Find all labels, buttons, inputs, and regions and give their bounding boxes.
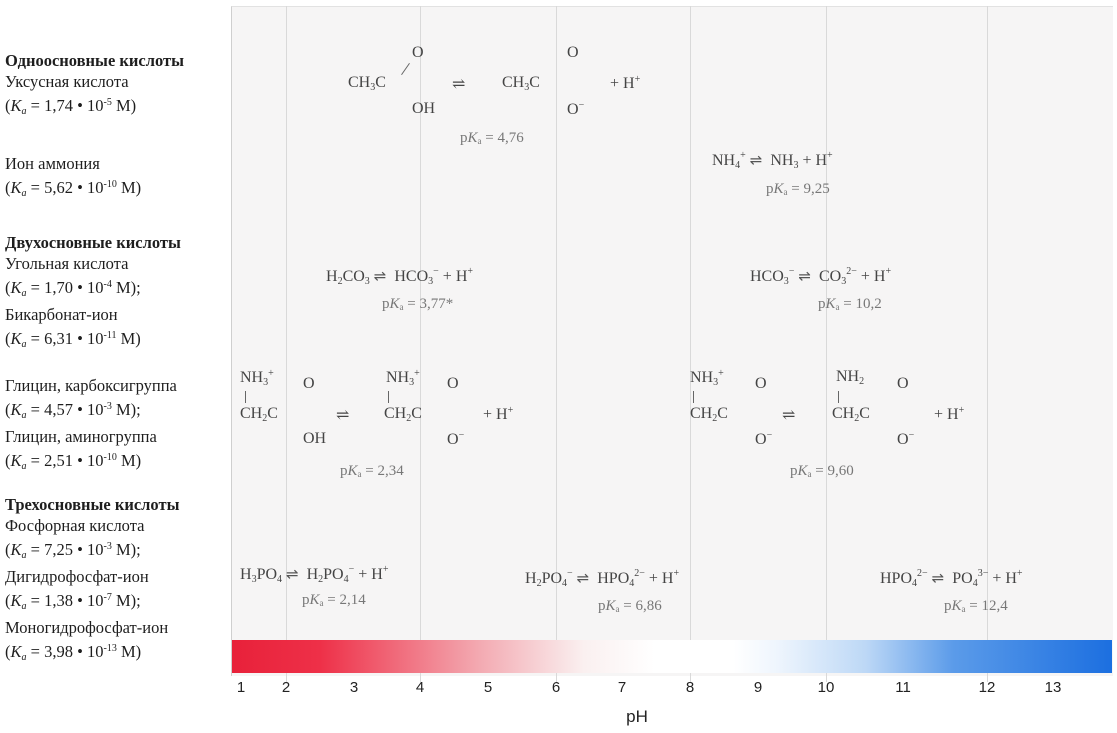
equilibrium-arrow-icon: ⇌	[749, 151, 763, 169]
equilibrium-arrow-icon: ⇌	[782, 407, 796, 424]
glycine-amino-ka: (Ka = 2,51 • 10-10 M)	[5, 451, 142, 472]
dihydrogen-pka: pKa = 6,86	[598, 598, 662, 614]
diprotic-group-label: Двухосновные кислоты Угольная кислота (K…	[5, 232, 181, 355]
ammonium-label: Ион аммония (Ka = 5,62 • 10-10 M)	[5, 153, 141, 204]
ph-tick-label: 6	[551, 679, 561, 696]
carbonic-acid-ka: (Ka = 1,70 • 10-4 M);	[5, 278, 141, 299]
glycine-amino-pka: pKa = 9,60	[790, 463, 854, 479]
triprotic-header: Трехосновные кислоты	[5, 495, 180, 514]
dihydrogen-phosphate-ka: (Ka = 1,38 • 10-7 M);	[5, 591, 141, 612]
ph-tick-label: 12	[978, 679, 996, 696]
diprotic-header: Двухосновные кислоты	[5, 233, 181, 252]
ammonium-pka: pKa = 9,25	[766, 181, 830, 197]
ph-tick-label: 9	[753, 679, 763, 696]
equilibrium-arrow-icon: ⇌	[286, 565, 299, 583]
ph-tick-label: 10	[817, 679, 835, 696]
diagram-panel	[231, 6, 1113, 676]
ph-axis-label: pH	[626, 707, 648, 726]
ph-tick-label: 3	[349, 679, 359, 696]
equilibrium-arrow-icon: ⇌	[798, 267, 811, 285]
equilibrium-arrow-icon: ⇌	[452, 76, 466, 93]
glycine-amino-name: Глицин, аминогруппа	[5, 427, 157, 446]
carbonic-acid-equilibrium: H2CO3 ⇌ HCO3− + H+	[326, 266, 474, 287]
ph-tick-label: 11	[895, 679, 911, 696]
equilibrium-arrow-icon: ⇌	[336, 407, 350, 424]
monohydrogen-pka: pKa = 12,4	[944, 598, 1008, 614]
phosphoric-acid-ka: (Ka = 7,25 • 10-3 M);	[5, 540, 141, 561]
glycine-carboxyl-ka: (Ka = 4,57 • 10-3 M);	[5, 400, 141, 421]
glycine-carboxyl-pka: pKa = 2,34	[340, 463, 404, 479]
phosphoric-acid-name: Фосфорная кислота	[5, 516, 145, 535]
ph-tick-label: 2	[281, 679, 291, 696]
ammonium-equilibrium: NH4+ ⇌ NH3 + H+	[712, 150, 833, 171]
acetic-acid-name: Уксусная кислота	[5, 72, 129, 91]
monoprotic-header: Одноосновные кислоты	[5, 51, 185, 70]
monohydrogen-phosphate-name: Моногидрофосфат-ион	[5, 618, 169, 637]
carbonic-pka: pKa = 3,77*	[382, 296, 454, 312]
glycine-carboxyl-name: Глицин, карбоксигруппа	[5, 376, 177, 395]
dihydrogen-phosphate-name: Дигидрофосфат-ион	[5, 567, 149, 586]
monohydrogen-phosphate-equilibrium: HPO42− ⇌ PO43− + H+	[880, 568, 1023, 589]
ph-tick-label: 8	[685, 679, 695, 696]
ph-tick-label: 7	[617, 679, 627, 696]
bicarbonate-name: Бикарбонат-ион	[5, 305, 118, 324]
phosphoric-pka: pKa = 2,14	[302, 592, 366, 608]
ph-tick-label: 5	[483, 679, 493, 696]
carbonic-acid-name: Угольная кислота	[5, 254, 129, 273]
ph-tick-label: 1	[236, 679, 246, 696]
ammonium-name: Ион аммония	[5, 154, 100, 173]
equilibrium-arrow-icon: ⇌	[931, 569, 945, 587]
glycine-label: Глицин, карбоксигруппа (Ka = 4,57 • 10-3…	[5, 375, 177, 477]
ph-tick-label: 13	[1044, 679, 1062, 696]
ph-color-bar	[232, 640, 1112, 673]
ph-tick-label: 4	[415, 679, 425, 696]
triprotic-group-label: Трехосновные кислоты Фосфорная кислота (…	[5, 494, 179, 668]
monoprotic-group-label: Одноосновные кислоты Уксусная кислота (K…	[5, 50, 184, 122]
ammonium-ka: (Ka = 5,62 • 10-10 M)	[5, 178, 142, 199]
acetic-pka: pKa = 4,76	[460, 130, 524, 146]
bicarbonate-ka: (Ka = 6,31 • 10-11 M)	[5, 329, 141, 350]
bicarbonate-equilibrium: HCO3− ⇌ CO32− + H+	[750, 266, 892, 287]
dihydrogen-phosphate-equilibrium: H2PO4− ⇌ HPO42− + H+	[525, 568, 680, 589]
bicarbonate-pka: pKa = 10,2	[818, 296, 882, 312]
equilibrium-arrow-icon: ⇌	[373, 267, 387, 285]
phosphoric-acid-equilibrium: H3PO4 ⇌ H2PO4− + H+	[240, 564, 389, 585]
monohydrogen-phosphate-ka: (Ka = 3,98 • 10-13 M)	[5, 642, 142, 663]
acetic-acid-ka: (Ka = 1,74 • 10-5 M)	[5, 96, 137, 117]
equilibrium-arrow-icon: ⇌	[576, 569, 590, 587]
